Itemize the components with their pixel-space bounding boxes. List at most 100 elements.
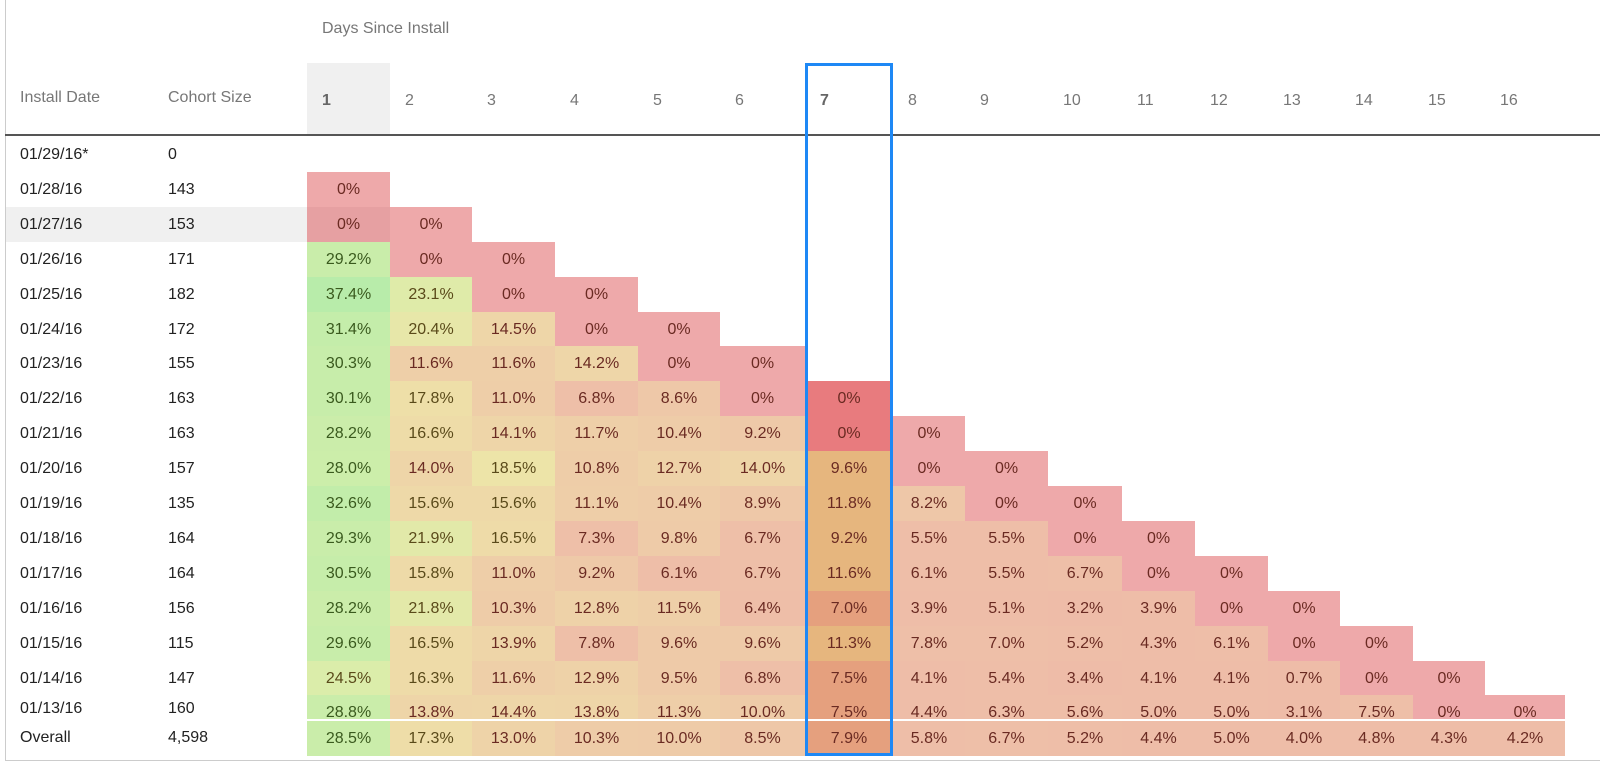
retention-cell[interactable]: 6.7% [1048, 555, 1122, 591]
retention-cell[interactable]: 0.7% [1268, 660, 1340, 696]
retention-cell[interactable]: 6.1% [638, 555, 720, 591]
retention-cell[interactable]: 4.1% [1122, 660, 1195, 696]
retention-cell[interactable]: 4.4% [893, 695, 965, 721]
retention-cell[interactable]: 7.5% [805, 660, 893, 696]
day-header-9[interactable]: 9 [980, 92, 989, 109]
retention-cell[interactable]: 5.5% [893, 520, 965, 556]
retention-cell[interactable]: 13.0% [472, 721, 555, 756]
retention-cell[interactable]: 15.6% [472, 486, 555, 521]
retention-cell[interactable]: 0% [1340, 660, 1413, 696]
retention-cell[interactable]: 0% [390, 206, 472, 242]
retention-cell[interactable]: 20.4% [390, 311, 472, 347]
retention-cell[interactable]: 29.2% [307, 241, 390, 277]
retention-cell[interactable]: 17.3% [390, 721, 472, 756]
retention-cell[interactable]: 37.4% [307, 276, 390, 312]
retention-cell[interactable]: 0% [307, 206, 390, 242]
retention-cell[interactable]: 0% [638, 311, 720, 347]
retention-cell[interactable]: 4.4% [1122, 721, 1195, 756]
retention-cell[interactable]: 0% [720, 346, 805, 382]
retention-cell[interactable]: 0% [1048, 486, 1122, 521]
retention-cell[interactable]: 13.8% [390, 695, 472, 721]
retention-cell[interactable]: 9.6% [720, 625, 805, 661]
retention-cell[interactable]: 0% [1268, 590, 1340, 626]
retention-cell[interactable]: 30.3% [307, 346, 390, 382]
retention-cell[interactable]: 3.9% [1122, 590, 1195, 626]
retention-cell[interactable]: 12.8% [555, 590, 638, 626]
retention-cell[interactable]: 7.0% [805, 590, 893, 626]
retention-cell[interactable]: 6.8% [720, 660, 805, 696]
retention-cell[interactable]: 0% [893, 416, 965, 452]
retention-cell[interactable]: 11.6% [472, 346, 555, 382]
retention-cell[interactable]: 9.6% [638, 625, 720, 661]
retention-cell[interactable]: 4.8% [1340, 721, 1413, 756]
retention-cell[interactable]: 0% [1413, 695, 1485, 721]
retention-cell[interactable]: 16.5% [390, 625, 472, 661]
retention-cell[interactable]: 3.2% [1048, 590, 1122, 626]
retention-cell[interactable]: 4.0% [1268, 721, 1340, 756]
retention-cell[interactable]: 24.5% [307, 660, 390, 696]
retention-cell[interactable]: 30.1% [307, 381, 390, 417]
retention-cell[interactable]: 7.8% [893, 625, 965, 661]
retention-cell[interactable]: 9.5% [638, 660, 720, 696]
day-header-7[interactable]: 7 [820, 92, 829, 109]
retention-cell[interactable]: 15.6% [390, 486, 472, 521]
retention-cell[interactable]: 5.0% [1122, 695, 1195, 721]
retention-cell[interactable]: 15.8% [390, 555, 472, 591]
retention-cell[interactable]: 18.5% [472, 451, 555, 487]
retention-cell[interactable]: 0% [472, 241, 555, 277]
retention-cell[interactable]: 14.0% [390, 451, 472, 487]
retention-cell[interactable]: 4.3% [1413, 721, 1485, 756]
retention-cell[interactable]: 16.5% [472, 520, 555, 556]
retention-cell[interactable]: 11.6% [472, 660, 555, 696]
retention-cell[interactable]: 11.8% [805, 486, 893, 521]
retention-cell[interactable]: 28.0% [307, 451, 390, 487]
cohort-size-header[interactable]: Cohort Size [168, 89, 252, 106]
retention-cell[interactable]: 9.2% [555, 555, 638, 591]
retention-cell[interactable]: 5.4% [965, 660, 1048, 696]
day-header-6[interactable]: 6 [735, 92, 744, 109]
retention-cell[interactable]: 8.9% [720, 486, 805, 521]
retention-cell[interactable]: 31.4% [307, 311, 390, 347]
day-header-4[interactable]: 4 [570, 92, 579, 109]
retention-cell[interactable]: 14.4% [472, 695, 555, 721]
retention-cell[interactable]: 5.2% [1048, 625, 1122, 661]
retention-cell[interactable]: 8.5% [720, 721, 805, 756]
retention-cell[interactable]: 0% [1268, 625, 1340, 661]
retention-cell[interactable]: 5.5% [965, 520, 1048, 556]
retention-cell[interactable]: 28.2% [307, 590, 390, 626]
retention-cell[interactable]: 28.2% [307, 416, 390, 452]
day-header-12[interactable]: 12 [1210, 92, 1228, 109]
retention-cell[interactable]: 5.8% [893, 721, 965, 756]
retention-cell[interactable]: 14.0% [720, 451, 805, 487]
retention-cell[interactable]: 9.6% [805, 451, 893, 487]
retention-cell[interactable]: 12.7% [638, 451, 720, 487]
retention-cell[interactable]: 6.1% [893, 555, 965, 591]
retention-cell[interactable]: 16.3% [390, 660, 472, 696]
retention-cell[interactable]: 0% [1048, 520, 1122, 556]
retention-cell[interactable]: 5.0% [1195, 695, 1268, 721]
retention-cell[interactable]: 3.9% [893, 590, 965, 626]
retention-cell[interactable]: 5.5% [965, 555, 1048, 591]
retention-cell[interactable]: 6.7% [720, 520, 805, 556]
day-header-8[interactable]: 8 [908, 92, 917, 109]
retention-cell[interactable]: 7.9% [805, 721, 893, 756]
day-header-11[interactable]: 11 [1137, 92, 1154, 109]
day-header-16[interactable]: 16 [1500, 92, 1518, 109]
retention-cell[interactable]: 11.3% [638, 695, 720, 721]
retention-cell[interactable]: 29.6% [307, 625, 390, 661]
retention-cell[interactable]: 11.0% [472, 555, 555, 591]
retention-cell[interactable]: 6.8% [555, 381, 638, 417]
retention-cell[interactable]: 0% [1195, 590, 1268, 626]
retention-cell[interactable]: 11.6% [390, 346, 472, 382]
retention-cell[interactable]: 14.1% [472, 416, 555, 452]
retention-cell[interactable]: 0% [555, 276, 638, 312]
day-header-2[interactable]: 2 [405, 92, 414, 109]
retention-cell[interactable]: 10.8% [555, 451, 638, 487]
retention-cell[interactable]: 21.9% [390, 520, 472, 556]
retention-cell[interactable]: 32.6% [307, 486, 390, 521]
day-header-13[interactable]: 13 [1283, 92, 1301, 109]
retention-cell[interactable]: 8.2% [893, 486, 965, 521]
retention-cell[interactable]: 6.7% [720, 555, 805, 591]
retention-cell[interactable]: 11.3% [805, 625, 893, 661]
retention-cell[interactable]: 0% [472, 276, 555, 312]
